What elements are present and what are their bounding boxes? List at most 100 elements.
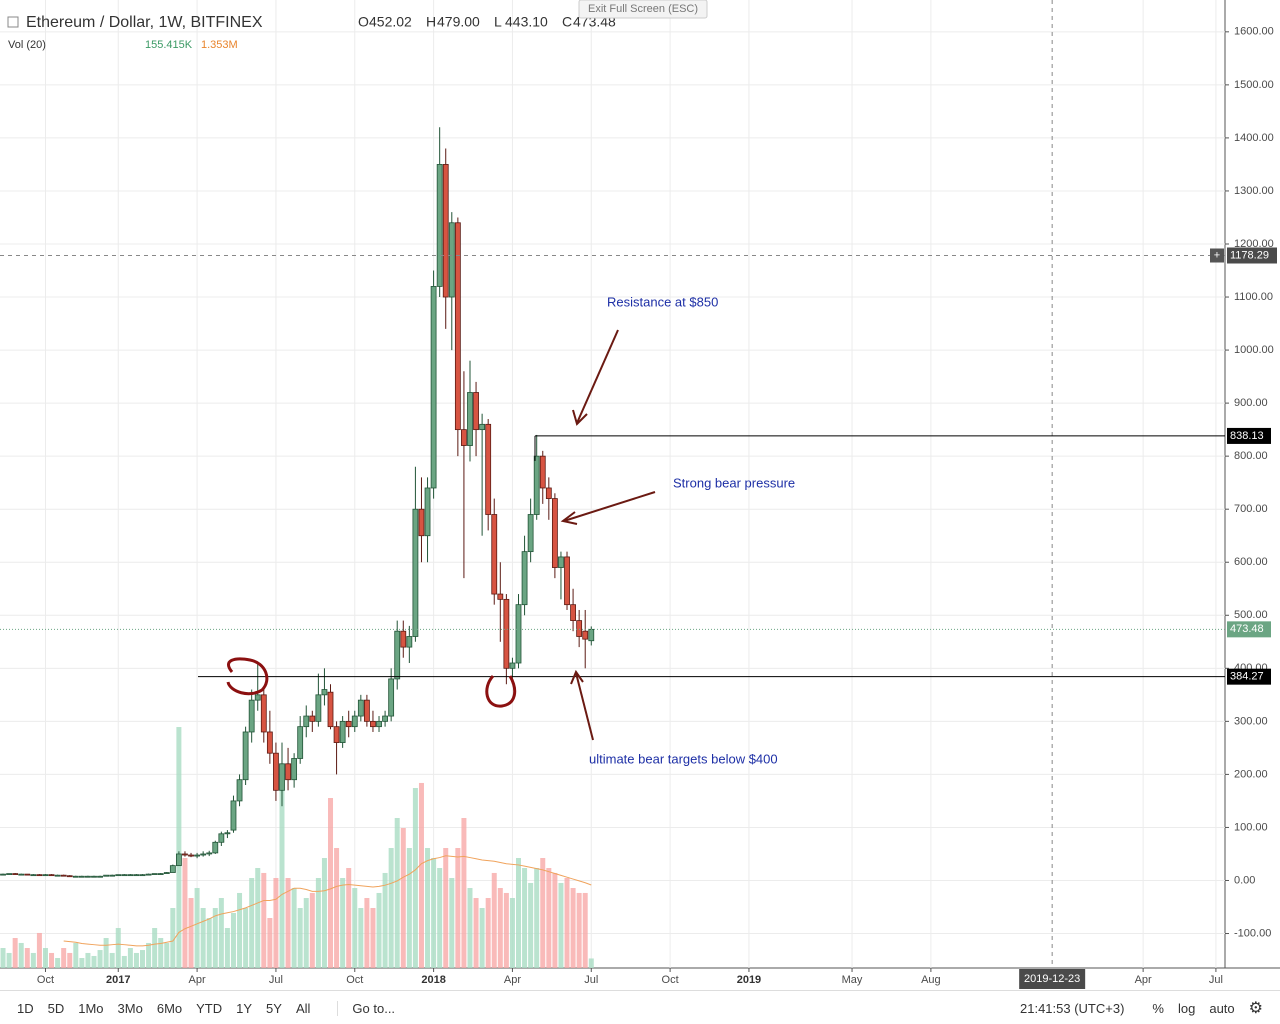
volume-bar	[206, 918, 212, 968]
y-tick-label: 1100.00	[1234, 291, 1273, 303]
volume-bar	[328, 798, 334, 968]
range-button[interactable]: 5Y	[266, 1000, 282, 1016]
collapse-icon[interactable]	[7, 16, 19, 28]
range-button[interactable]: All	[295, 1000, 311, 1016]
candle-body	[436, 164, 443, 287]
range-button[interactable]: YTD	[196, 1000, 223, 1016]
y-tick-label: 1400.00	[1234, 132, 1274, 144]
candle-body	[163, 872, 170, 874]
candle-body	[182, 853, 188, 856]
y-tick-label: 200.00	[1234, 768, 1268, 780]
candle-body	[303, 715, 310, 728]
candle-body	[406, 636, 413, 648]
candle-body	[539, 455, 546, 489]
percent-toggle[interactable]: %	[1152, 1000, 1164, 1016]
candle-body	[448, 222, 455, 298]
candle-body	[24, 873, 31, 876]
volume-bar	[115, 928, 121, 968]
candle-body	[97, 875, 103, 878]
grid	[0, 0, 1225, 968]
y-tick-label: 1000.00	[1234, 344, 1274, 356]
candle-body	[327, 691, 334, 728]
candle-body	[473, 392, 479, 431]
arrow	[575, 672, 594, 741]
volume-bar	[170, 908, 176, 968]
settings-icon[interactable]: ⚙	[1248, 1000, 1263, 1017]
volume-bar	[418, 782, 424, 968]
auto-toggle[interactable]: auto	[1209, 1000, 1235, 1016]
candle-body	[224, 832, 231, 835]
volume-bar	[321, 858, 327, 968]
candle-body	[42, 874, 49, 877]
crosshair-x-box	[1019, 969, 1086, 989]
y-tick-label: 300.00	[1234, 715, 1268, 727]
candle-body	[279, 763, 285, 791]
candle-body	[418, 508, 425, 537]
x-tick-label: Oct	[346, 974, 363, 986]
range-button[interactable]: 1Y	[236, 1000, 253, 1016]
circle-drawing	[485, 674, 517, 708]
volume-bar	[12, 938, 18, 968]
volume-bar	[121, 955, 127, 968]
range-button[interactable]: 3Mo	[117, 1000, 143, 1016]
candle-body	[273, 752, 279, 791]
volume-bar	[194, 888, 200, 968]
candle-body	[491, 514, 498, 595]
range-button[interactable]: 5D	[47, 1000, 65, 1016]
volume-bar	[55, 958, 61, 968]
volume-bar	[534, 868, 540, 968]
range-button[interactable]: 6Mo	[156, 1000, 183, 1016]
candle-body	[564, 556, 570, 606]
annotation: ultimate bear targets below $400	[589, 751, 778, 766]
volume-bar	[73, 942, 79, 968]
volume-bar	[18, 942, 24, 968]
volume-bar	[303, 898, 309, 968]
annotation: Resistance at $850	[607, 294, 718, 309]
arrowhead	[570, 669, 584, 685]
volume-bar	[497, 888, 503, 968]
volume-bar	[152, 928, 158, 968]
y-tick-label: 1500.00	[1234, 79, 1274, 91]
candle-body	[175, 853, 182, 867]
volume-bar	[0, 948, 6, 968]
y-tick-label: 1300.00	[1234, 185, 1274, 197]
volume-bar	[297, 908, 303, 968]
range-button[interactable]: 1Mo	[78, 1000, 104, 1016]
candle-body	[430, 286, 437, 489]
volume-bar	[412, 788, 418, 968]
volume-ma-line	[63, 855, 592, 947]
volume-bar	[109, 952, 115, 968]
arrow	[576, 329, 619, 424]
volume-bar	[309, 892, 315, 968]
candle-body	[315, 694, 322, 722]
volume-bar	[358, 908, 364, 968]
volume-bar	[97, 950, 103, 968]
y-tick-label: 500.00	[1234, 609, 1268, 621]
goto-button[interactable]: Go to...	[337, 1000, 402, 1016]
candle-body	[558, 556, 564, 568]
ohlc-key: O	[358, 14, 369, 30]
volume-bar	[273, 878, 279, 968]
candle-body	[236, 779, 243, 802]
candle-body	[545, 487, 552, 499]
volume-bar	[479, 908, 485, 968]
last-price-box	[1227, 621, 1271, 638]
volume-bar	[473, 898, 479, 968]
volume-bar	[461, 818, 467, 968]
log-toggle[interactable]: log	[1177, 1000, 1196, 1016]
x-tick-label: Apr	[1135, 974, 1152, 986]
candle-body	[576, 620, 583, 637]
volume-bar	[49, 952, 55, 968]
candle-body	[115, 874, 122, 877]
range-button[interactable]: 1D	[17, 1000, 34, 1016]
candle-body	[424, 487, 431, 537]
candle-body	[570, 604, 576, 621]
x-tick-label: 2018	[421, 974, 445, 986]
volume-bar	[176, 727, 182, 968]
volume-bar	[249, 878, 255, 968]
candle-body	[527, 514, 534, 553]
volume-bar	[558, 882, 564, 968]
y-tick-label: 800.00	[1234, 450, 1268, 462]
toolbar: 1D 5D 1Mo 3Mo 6Mo YTD 1Y 5Y All Go to... 21:41:53 …	[0, 990, 1280, 1024]
candle-body	[503, 598, 510, 669]
